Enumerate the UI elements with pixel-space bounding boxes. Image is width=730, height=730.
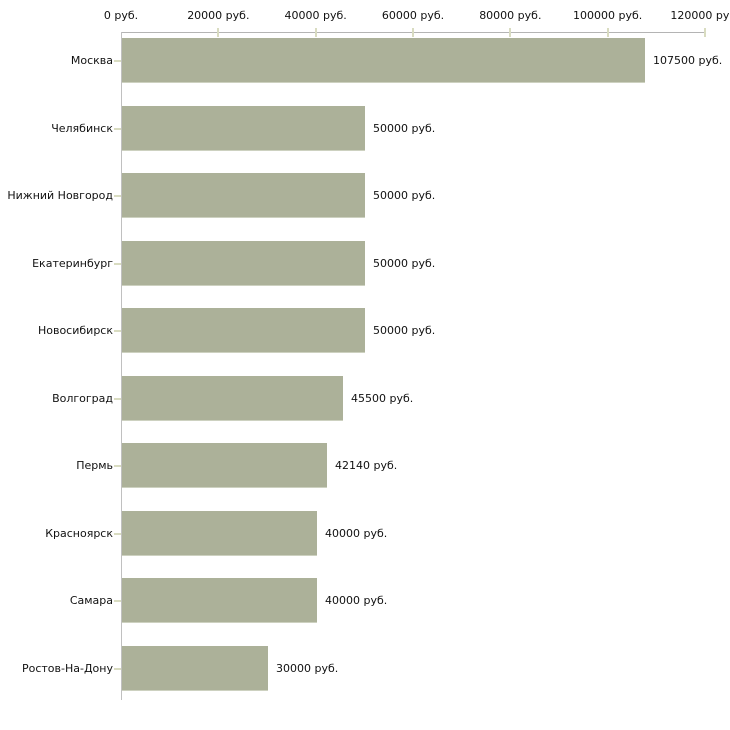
category-tick-mark xyxy=(114,667,121,670)
x-axis-tick-mark xyxy=(606,28,609,37)
category-label: Нижний Новгород xyxy=(7,189,113,202)
category-tick-mark xyxy=(114,329,121,332)
x-axis-tick-label: 80000 руб. xyxy=(479,9,542,22)
y-axis-line xyxy=(121,32,122,700)
x-axis-tick-label: 120000 руб. xyxy=(670,9,730,22)
bar xyxy=(122,241,365,286)
category-label: Ростов-На-Дону xyxy=(21,662,113,675)
bar xyxy=(122,443,327,488)
category-label: Красноярск xyxy=(45,527,113,540)
bar xyxy=(122,646,268,691)
bar xyxy=(122,38,645,83)
value-label: 50000 руб. xyxy=(373,189,436,202)
x-axis-tick-mark xyxy=(217,28,220,37)
value-label: 45500 руб. xyxy=(351,392,414,405)
bar xyxy=(122,173,365,218)
value-label: 30000 руб. xyxy=(276,662,339,675)
category-label: Пермь xyxy=(76,459,113,472)
value-label: 40000 руб. xyxy=(325,594,388,607)
x-axis-tick-label: 40000 руб. xyxy=(284,9,347,22)
x-axis-tick-label: 0 руб. xyxy=(103,9,139,22)
value-label: 107500 руб. xyxy=(653,54,723,67)
x-axis-tick-mark xyxy=(509,28,512,37)
category-label: Екатеринбург xyxy=(32,257,113,270)
category-tick-mark xyxy=(114,59,121,62)
category-tick-mark xyxy=(114,532,121,535)
x-axis-tick-label: 20000 руб. xyxy=(187,9,250,22)
category-tick-mark xyxy=(114,397,121,400)
category-label: Волгоград xyxy=(52,392,113,405)
x-axis-tick-mark xyxy=(412,28,414,37)
bar xyxy=(122,376,343,421)
category-label: Самара xyxy=(69,594,113,607)
category-tick-mark xyxy=(114,194,121,197)
bar xyxy=(122,511,317,556)
value-label: 50000 руб. xyxy=(373,257,436,270)
category-tick-mark xyxy=(114,464,121,467)
category-tick-mark xyxy=(114,599,121,602)
value-label: 50000 руб. xyxy=(373,324,436,337)
x-axis-tick-mark xyxy=(704,28,706,37)
bar xyxy=(122,578,317,623)
category-label: Челябинск xyxy=(51,122,113,135)
category-tick-mark xyxy=(114,262,121,265)
x-axis-tick-label: 100000 руб. xyxy=(573,9,643,22)
category-tick-mark xyxy=(114,127,121,130)
value-label: 42140 руб. xyxy=(335,459,398,472)
category-label: Новосибирск xyxy=(37,324,113,337)
bar xyxy=(122,308,365,353)
category-label: Москва xyxy=(70,54,113,67)
bar xyxy=(122,106,365,151)
value-label: 50000 руб. xyxy=(373,122,436,135)
value-label: 40000 руб. xyxy=(325,527,388,540)
x-axis-tick-mark xyxy=(314,28,317,37)
x-axis-tick-label: 60000 руб. xyxy=(381,9,445,22)
